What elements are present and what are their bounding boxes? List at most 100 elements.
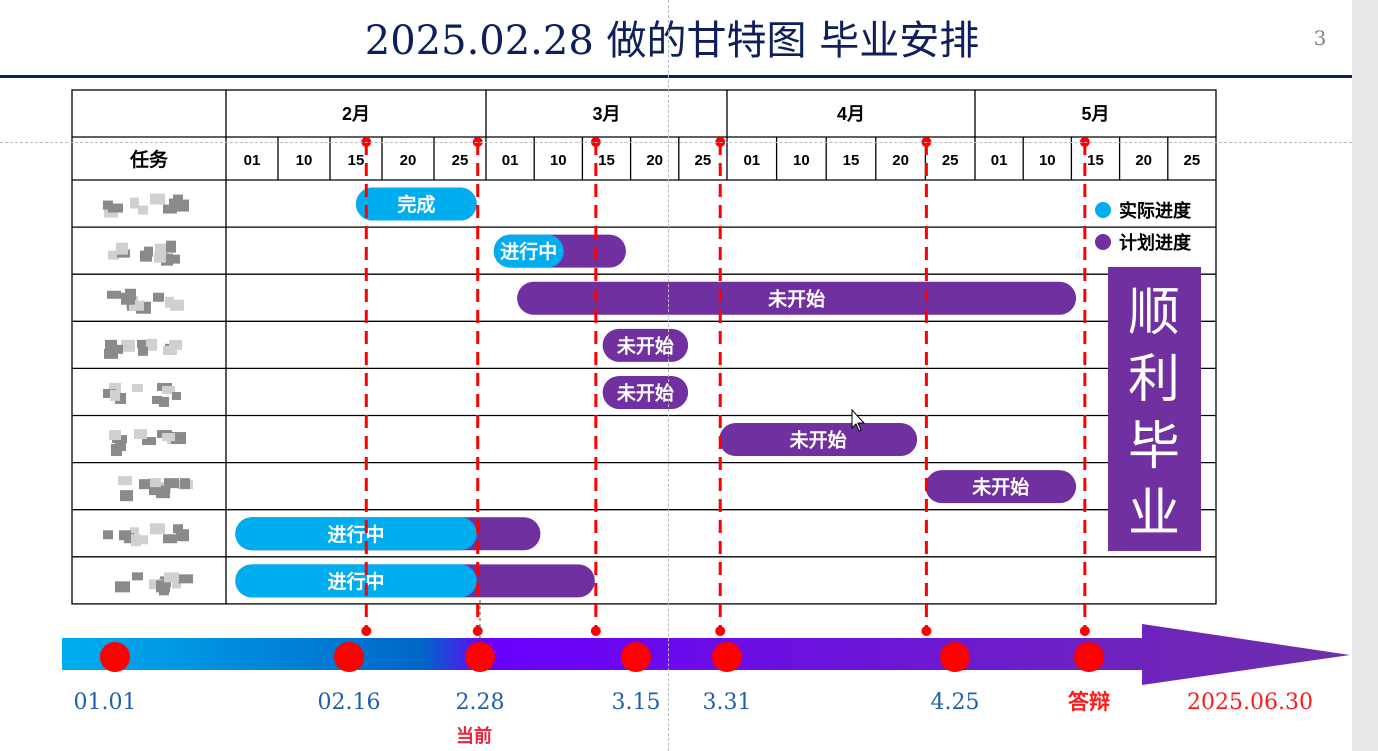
milestone-sublabel: 当前 (456, 725, 492, 747)
redacted-task-name (130, 197, 139, 209)
redacted-task-name (154, 252, 166, 263)
title-divider (0, 75, 1352, 78)
month-label: 4月 (837, 104, 865, 124)
redacted-task-name (132, 383, 143, 392)
redacted-task-name (163, 204, 177, 214)
redacted-task-name (178, 574, 193, 584)
milestone-label: 02.16 (318, 690, 381, 715)
redacted-task-name (119, 530, 131, 541)
legend-label: 实际进度 (1119, 200, 1192, 222)
day-tick-label: 20 (1135, 152, 1152, 169)
redacted-task-name (156, 580, 170, 593)
redacted-task-name (163, 345, 177, 355)
redacted-task-name (176, 199, 189, 212)
redacted-task-name (139, 479, 150, 490)
actual-bar (493, 234, 564, 268)
scrollbar-track[interactable] (1352, 0, 1378, 751)
table-border (71, 89, 1217, 605)
redacted-task-name (156, 486, 170, 499)
bar-status-label: 进行中 (327, 523, 384, 546)
milestone-dot (621, 642, 651, 672)
deadline-bottom-dot (715, 626, 726, 636)
month-label: 5月 (1081, 104, 1109, 124)
redacted-task-name (150, 193, 165, 205)
redacted-task-name (116, 242, 128, 255)
guide-line-horizontal (0, 142, 1352, 143)
redacted-task-name (163, 534, 177, 544)
milestone-dot (334, 642, 364, 672)
side-banner-char: 毕 (1128, 417, 1180, 477)
redacted-task-name (164, 572, 179, 583)
redacted-task-name (115, 581, 130, 593)
day-tick-label: 25 (942, 152, 959, 169)
legend-marker (1095, 202, 1111, 218)
bar-status-label: 未开始 (767, 287, 825, 310)
slide-title: 2025.02.28 做的甘特图 毕业安排 (364, 18, 980, 64)
day-tick-label: 15 (598, 152, 615, 169)
day-tick-label: 25 (695, 152, 712, 169)
milestone-label: 4.25 (931, 690, 980, 715)
deadline-bottom-dot (361, 626, 372, 636)
redacted-task-name (155, 243, 168, 255)
planned-bar (602, 375, 689, 409)
day-tick-label: 01 (743, 152, 760, 169)
redacted-task-name (138, 205, 148, 215)
mouse-cursor-icon (851, 408, 866, 432)
redacted-task-name (173, 194, 183, 204)
day-tick-label: 10 (793, 152, 810, 169)
bar-status-label: 完成 (397, 193, 435, 216)
milestone-dot (465, 642, 495, 672)
redacted-task-name (121, 339, 135, 352)
side-banner-char: 顺 (1128, 283, 1180, 343)
legend-label: 计划进度 (1119, 232, 1192, 254)
redacted-task-name (120, 490, 133, 502)
day-tick-label: 01 (991, 152, 1008, 169)
redacted-task-name (129, 300, 144, 311)
planned-bar (925, 470, 1077, 504)
redacted-task-name (164, 478, 179, 489)
redacted-task-name (109, 382, 121, 393)
deadline-bottom-dot (590, 626, 601, 636)
redacted-task-name (108, 250, 119, 260)
redacted-task-name (110, 389, 120, 401)
redacted-task-name (107, 290, 121, 299)
guide-line-vertical (668, 0, 669, 751)
day-tick-label: 10 (1039, 152, 1056, 169)
redacted-task-name (132, 572, 143, 581)
deadline-bottom-dot (921, 626, 932, 636)
redacted-task-name (137, 339, 146, 348)
timeline-arrow (62, 624, 1350, 685)
redacted-task-name (168, 254, 180, 264)
redacted-task-name (146, 338, 157, 351)
redacted-task-name (172, 580, 181, 589)
milestone-label: 01.01 (74, 690, 137, 715)
redacted-task-name (134, 429, 147, 440)
bar-status-label: 进行中 (327, 570, 384, 593)
milestone-dot (712, 642, 742, 672)
task-header: 任务 (129, 148, 169, 171)
redacted-task-name (162, 385, 175, 394)
redacted-task-name (152, 395, 162, 404)
milestone-label: 2025.06.30 (1187, 690, 1313, 715)
milestone-dot (100, 642, 130, 672)
day-tick-label: 25 (1184, 152, 1201, 169)
redacted-task-name (148, 478, 161, 488)
milestone-dot (1074, 642, 1104, 672)
redacted-task-name (162, 433, 175, 442)
planned-bar (602, 328, 689, 362)
deadline-bottom-dot (1079, 626, 1090, 636)
actual-bar (356, 187, 477, 221)
redacted-task-name (150, 523, 165, 535)
redacted-task-name (103, 388, 116, 398)
day-tick-label: 15 (843, 152, 860, 169)
day-tick-label: 10 (550, 152, 567, 169)
deadline-bottom-dot (472, 626, 483, 636)
bar-status-label: 未开始 (789, 429, 847, 452)
redacted-task-name (176, 529, 189, 542)
day-tick-label: 01 (502, 152, 519, 169)
day-tick-label: 01 (244, 152, 261, 169)
redacted-task-name (115, 440, 126, 452)
planned-bar (517, 281, 1077, 315)
redacted-task-name (121, 292, 135, 305)
milestone-label: 3.15 (612, 690, 661, 715)
